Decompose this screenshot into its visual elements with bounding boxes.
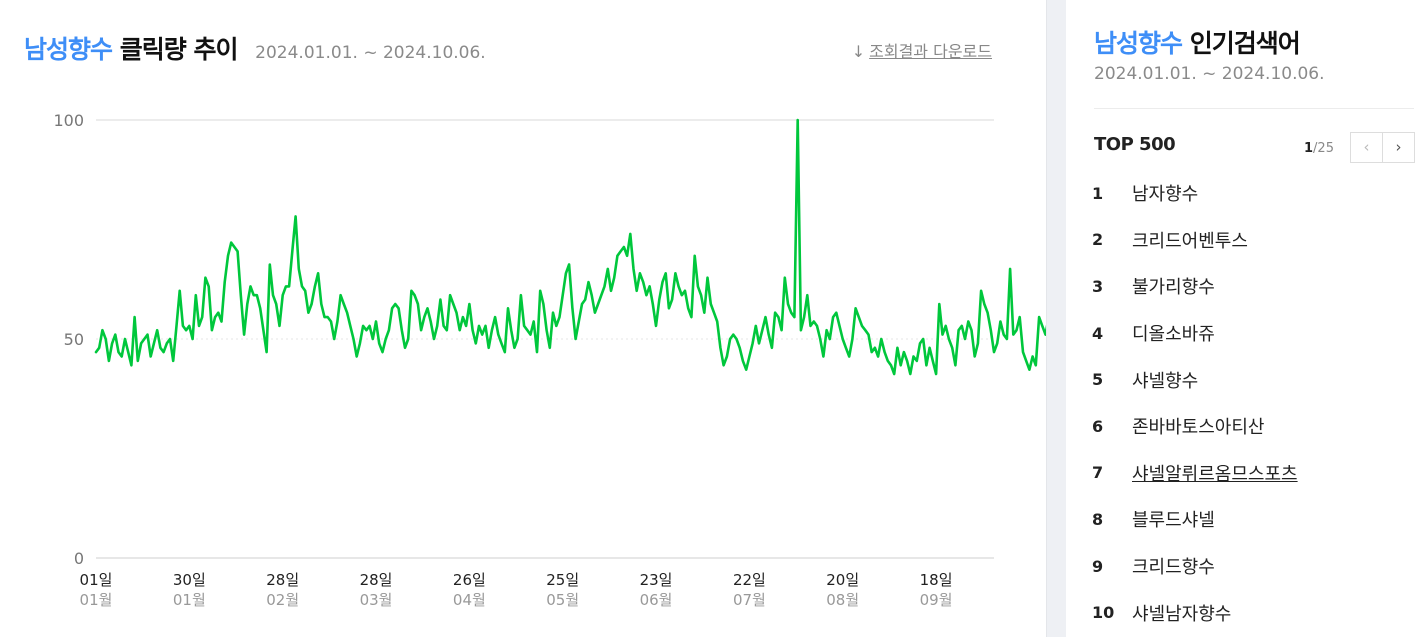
rank-item[interactable]: 6 존바바토스아티산 <box>1092 403 1298 450</box>
x-tick-month: 01월 <box>173 591 206 609</box>
page-current: 1 <box>1304 141 1314 156</box>
rank-number: 6 <box>1092 416 1104 436</box>
download-results-link[interactable]: ↓ 조회결과 다운로드 <box>852 38 992 62</box>
x-tick-day: 28일 <box>360 571 393 589</box>
popular-title-text: 인기검색어 <box>1189 29 1301 58</box>
x-tick-month: 09월 <box>920 591 953 609</box>
download-icon: ↓ <box>851 42 866 61</box>
x-tick-month: 05월 <box>546 591 579 609</box>
popular-keywords-panel: 남성향수 인기검색어 2024.01.01. ~ 2024.10.06. TOP… <box>1066 0 1428 637</box>
popular-title: 남성향수 인기검색어 <box>1094 24 1301 60</box>
click-trend-chart: 0 50 100 01일 01월 30일 01월 28일 02월 28일 03월 26일 04월 25일… <box>53 111 1046 609</box>
rank-item[interactable]: 7 샤넬알뤼르옴므스포츠 <box>1092 450 1298 497</box>
x-tick-month: 04월 <box>453 591 486 609</box>
rank-number: 10 <box>1092 603 1115 623</box>
popular-title-keyword: 남성향수 <box>1094 29 1183 58</box>
x-tick-day: 25일 <box>546 571 579 589</box>
prev-page-button[interactable]: ‹ <box>1350 132 1383 163</box>
download-label: 조회결과 다운로드 <box>869 42 992 61</box>
chart-title-keyword: 남성향수 <box>24 35 113 64</box>
grid-layer <box>96 119 994 559</box>
chevron-right-icon: › <box>1395 138 1402 156</box>
rank-item[interactable]: 1 남자향수 <box>1092 170 1298 217</box>
x-tick-day: 20일 <box>826 571 859 589</box>
x-tick-day: 30일 <box>173 571 206 589</box>
rank-keyword: 샤넬남자향수 <box>1132 603 1232 625</box>
chart-period: 2024.01.01. ~ 2024.10.06. <box>255 43 486 63</box>
x-tick-month: 06월 <box>640 591 673 609</box>
chart-title-text: 클릭량 추이 <box>119 35 239 64</box>
y-tick-layer: 0 50 100 <box>53 111 84 568</box>
rank-list: 1 남자향수 2 크리드어벤투스 3 불가리향수 4 디올소바쥬 5 샤넬향수 6 존바바토… <box>1092 170 1298 636</box>
rank-keyword: 남자향수 <box>1132 184 1199 206</box>
rank-keyword: 존바바토스아티산 <box>1132 417 1265 439</box>
rank-number: 4 <box>1092 323 1104 343</box>
chevron-left-icon: ‹ <box>1363 138 1370 156</box>
rank-keyword: 디올소바쥬 <box>1132 324 1215 346</box>
y-tick-label: 0 <box>74 549 84 568</box>
rank-keyword: 불가리향수 <box>1132 277 1215 299</box>
x-tick-month: 01월 <box>80 591 113 609</box>
next-page-button[interactable]: › <box>1382 132 1415 163</box>
series-line <box>94 118 1046 376</box>
rank-number: 2 <box>1092 230 1104 250</box>
click-trend-panel: 남성향수 클릭량 추이 2024.01.01. ~ 2024.10.06. ↓ 조… <box>24 30 1046 609</box>
page-total: /25 <box>1313 141 1334 156</box>
rank-number: 7 <box>1092 463 1104 483</box>
x-tick-day: 01일 <box>80 571 113 589</box>
divider <box>1094 108 1414 109</box>
rank-number: 3 <box>1092 276 1104 296</box>
x-tick-month: 08월 <box>826 591 859 609</box>
x-tick-day: 18일 <box>920 571 953 589</box>
x-tick-day: 28일 <box>266 571 299 589</box>
rank-item[interactable]: 2 크리드어벤투스 <box>1092 217 1298 264</box>
chart-title: 남성향수 클릭량 추이 2024.01.01. ~ 2024.10.06. <box>24 30 486 66</box>
panel-gutter <box>1046 0 1066 637</box>
rank-item[interactable]: 8 블루드샤넬 <box>1092 496 1298 543</box>
point-layer <box>96 120 1046 374</box>
x-tick-layer: 01일 01월 30일 01월 28일 02월 28일 03월 26일 04월 25일 05월 23일 0… <box>80 571 953 609</box>
rank-keyword: 샤넬향수 <box>1132 370 1199 392</box>
y-tick-label: 50 <box>64 330 84 349</box>
rank-number: 1 <box>1092 183 1104 203</box>
x-tick-month: 03월 <box>360 591 393 609</box>
rank-item[interactable]: 4 디올소바쥬 <box>1092 310 1298 357</box>
rank-item[interactable]: 5 샤넬향수 <box>1092 356 1298 403</box>
x-tick-day: 22일 <box>733 571 766 589</box>
rank-keyword: 블루드샤넬 <box>1132 510 1215 532</box>
rank-number: 8 <box>1092 509 1104 529</box>
rank-item[interactable]: 3 불가리향수 <box>1092 263 1298 310</box>
rank-keyword: 샤넬알뤼르옴므스포츠 <box>1132 463 1298 485</box>
rank-keyword: 크리드어벤투스 <box>1132 230 1248 252</box>
x-tick-month: 02월 <box>266 591 299 609</box>
popular-period: 2024.01.01. ~ 2024.10.06. <box>1094 64 1325 84</box>
x-tick-day: 26일 <box>453 571 486 589</box>
page-indicator: 1/25 <box>1304 141 1334 156</box>
rank-keyword: 크리드향수 <box>1132 557 1215 579</box>
rank-item[interactable]: 9 크리드향수 <box>1092 543 1298 590</box>
rank-number: 9 <box>1092 556 1104 576</box>
x-tick-day: 23일 <box>640 571 673 589</box>
x-tick-month: 07월 <box>733 591 766 609</box>
top-label: TOP 500 <box>1094 134 1176 155</box>
rank-item[interactable]: 10 샤넬남자향수 <box>1092 589 1298 636</box>
rank-number: 5 <box>1092 370 1104 390</box>
y-tick-label: 100 <box>53 111 84 130</box>
